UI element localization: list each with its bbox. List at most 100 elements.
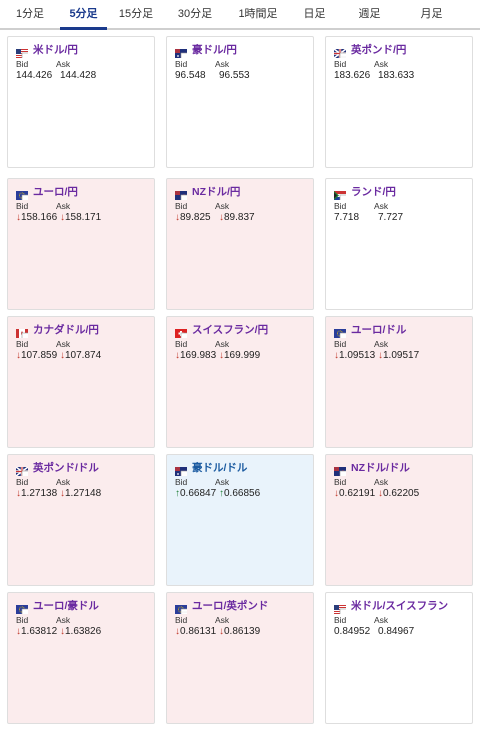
price-chart[interactable] bbox=[14, 643, 152, 721]
tab-7[interactable]: 週足 bbox=[358, 8, 381, 20]
price-chart[interactable] bbox=[14, 87, 152, 165]
pair-name[interactable]: 米ドル/スイスフラン bbox=[351, 599, 449, 612]
pair-header: 0.86160.86140.86120.8610.860820:4521:452… bbox=[175, 598, 306, 675]
ask-value-wrap: 7.727 bbox=[378, 212, 403, 223]
pair-name[interactable]: NZドル/円 bbox=[192, 185, 241, 198]
ask-value: 1.09517 bbox=[383, 350, 420, 361]
pair-header: 170169.820:4521:4522:45 スイスフラン/円 bbox=[175, 322, 303, 399]
price-chart[interactable] bbox=[332, 87, 470, 165]
pair-name[interactable]: スイスフラン/円 bbox=[192, 323, 269, 336]
trend-arrow: ↓ bbox=[175, 212, 180, 223]
price-chart[interactable] bbox=[332, 367, 470, 445]
rate-card[interactable]: 1.6381.6361.63420:4521:4522:45 ユーロ/豪ドル B… bbox=[7, 592, 155, 724]
tab-4[interactable]: 30分足 bbox=[177, 8, 213, 20]
plot-area bbox=[180, 332, 286, 389]
ask-value: 183.633 bbox=[378, 70, 415, 81]
nz-flag-icon: 0.62250.6220.621520:4521:4522:45 bbox=[334, 463, 465, 537]
bid-label: Bid bbox=[16, 59, 29, 69]
pair-name[interactable]: NZドル/ドル bbox=[351, 461, 410, 474]
pair-name[interactable]: ユーロ/ドル bbox=[351, 323, 407, 336]
price-chart[interactable] bbox=[14, 505, 152, 583]
tab-6[interactable]: 日足 bbox=[303, 8, 326, 20]
rate-card[interactable]: 0.62250.6220.621520:4521:4522:45 NZドル/ドル… bbox=[325, 454, 473, 586]
rate-card[interactable]: 0.66950.6690.66850.66820:4521:4522:45 豪ド… bbox=[166, 454, 314, 586]
bid-value: 107.859 bbox=[21, 350, 58, 361]
rate-card[interactable]: 96.796.696.520:4521:4522:45 豪ドル/円 Bid As… bbox=[166, 36, 314, 168]
ask-label: Ask bbox=[374, 477, 389, 487]
rate-card[interactable]: 7.7257.727.7157.7120:4521:4522:45 ランド/円 … bbox=[325, 178, 473, 310]
pair-name[interactable]: 英ポンド/円 bbox=[351, 43, 407, 56]
rate-card[interactable]: 0.8510.8520:4521:4522:45 米ドル/スイスフラン Bid … bbox=[325, 592, 473, 724]
tab-3[interactable]: 15分足 bbox=[118, 8, 154, 20]
price-chart[interactable] bbox=[332, 505, 470, 583]
bid-value-wrap: 0.84952 bbox=[334, 626, 378, 637]
trend-arrow: ↓ bbox=[16, 212, 21, 223]
pair-name[interactable]: 豪ドル/ドル bbox=[192, 461, 248, 474]
ask-value: 1.63826 bbox=[65, 626, 102, 637]
bid-value: 183.626 bbox=[334, 70, 371, 81]
ask-label: Ask bbox=[56, 339, 71, 349]
pair-name[interactable]: 英ポンド/ドル bbox=[33, 461, 99, 474]
bid-label: Bid bbox=[16, 615, 29, 625]
price-chart[interactable] bbox=[173, 505, 311, 583]
plot-area bbox=[339, 608, 445, 665]
ask-value: 7.727 bbox=[378, 212, 404, 223]
rate-card[interactable]: 89.9589.989.8520:4521:4522:45 NZドル/円 Bid… bbox=[166, 178, 314, 310]
rate-card[interactable]: 108.1108107.9107.820:4521:4522:45 カナダドル/… bbox=[7, 316, 155, 448]
rate-card[interactable]: 1.0961.09420:4521:4522:45 ユーロ/ドル Bid Ask… bbox=[325, 316, 473, 448]
ask-label: Ask bbox=[374, 339, 389, 349]
trend-arrow: ↓ bbox=[60, 350, 65, 361]
bid-value-wrap: 183.626 bbox=[334, 70, 378, 81]
ask-value-wrap: ↓0.62205 bbox=[378, 488, 419, 499]
ca-flag-icon: 108.1108107.9107.820:4521:4522:45 bbox=[16, 325, 144, 399]
plot-area bbox=[180, 608, 286, 665]
ask-value: 0.84967 bbox=[378, 626, 415, 637]
price-chart[interactable] bbox=[14, 367, 152, 445]
pair-name[interactable]: ユーロ/円 bbox=[33, 185, 78, 198]
rate-card[interactable]: 170169.820:4521:4522:45 スイスフラン/円 Bid Ask… bbox=[166, 316, 314, 448]
price-chart[interactable] bbox=[173, 229, 311, 307]
price-chart[interactable] bbox=[173, 87, 311, 165]
pair-name[interactable]: カナダドル/円 bbox=[33, 323, 99, 336]
tab-2[interactable]: 5分足 bbox=[60, 0, 107, 30]
price-chart[interactable] bbox=[14, 229, 152, 307]
pair-name[interactable]: ユーロ/豪ドル bbox=[33, 599, 99, 612]
plot-area bbox=[21, 332, 127, 389]
tab-1[interactable]: 1分足 bbox=[15, 8, 45, 20]
plot-area bbox=[21, 52, 127, 109]
bid-value-wrap: ↓0.86131 bbox=[175, 626, 219, 637]
ask-label: Ask bbox=[56, 477, 71, 487]
trend-arrow: ↓ bbox=[16, 626, 21, 637]
ask-label: Ask bbox=[56, 615, 71, 625]
bid-value: 0.62191 bbox=[339, 488, 376, 499]
trend-arrow: ↓ bbox=[219, 350, 224, 361]
pair-name[interactable]: 米ドル/円 bbox=[33, 43, 78, 56]
bid-label: Bid bbox=[16, 477, 29, 487]
pair-header: 89.9589.989.8520:4521:4522:45 NZドル/円 bbox=[175, 184, 303, 261]
tab-8[interactable]: 月足 bbox=[420, 8, 443, 20]
bid-label: Bid bbox=[175, 477, 188, 487]
tab-5[interactable]: 1時間足 bbox=[238, 8, 278, 20]
price-chart[interactable] bbox=[173, 367, 311, 445]
rate-card[interactable]: 0.86160.86140.86120.8610.860820:4521:452… bbox=[166, 592, 314, 724]
ask-value-wrap: ↓89.837 bbox=[219, 212, 255, 223]
eu-flag-icon: 0.86160.86140.86120.8610.860820:4521:452… bbox=[175, 601, 306, 675]
ask-value-wrap: ↓1.63826 bbox=[60, 626, 101, 637]
bid-value-wrap: ↓107.859 bbox=[16, 350, 60, 361]
pair-name[interactable]: ランド/円 bbox=[351, 185, 396, 198]
rate-card[interactable]: 158.215820:4521:4522:45 ユーロ/円 Bid Ask ↓1… bbox=[7, 178, 155, 310]
trend-arrow: ↓ bbox=[16, 350, 21, 361]
price-chart[interactable] bbox=[173, 643, 311, 721]
price-chart[interactable] bbox=[332, 229, 470, 307]
us-flag-icon: 0.8510.8520:4521:4522:45 bbox=[334, 601, 462, 675]
pair-name[interactable]: ユーロ/英ポンド bbox=[192, 599, 269, 612]
ask-value-wrap: ↓158.171 bbox=[60, 212, 101, 223]
price-chart[interactable] bbox=[332, 643, 470, 721]
pair-name[interactable]: 豪ドル/円 bbox=[192, 43, 237, 56]
bid-value: 7.718 bbox=[334, 212, 360, 223]
eu-flag-icon: 158.215820:4521:4522:45 bbox=[16, 187, 144, 261]
bid-value: 1.63812 bbox=[21, 626, 58, 637]
rate-card[interactable]: 1.2721.2711.2720:4521:4522:45 英ポンド/ドル Bi… bbox=[7, 454, 155, 586]
